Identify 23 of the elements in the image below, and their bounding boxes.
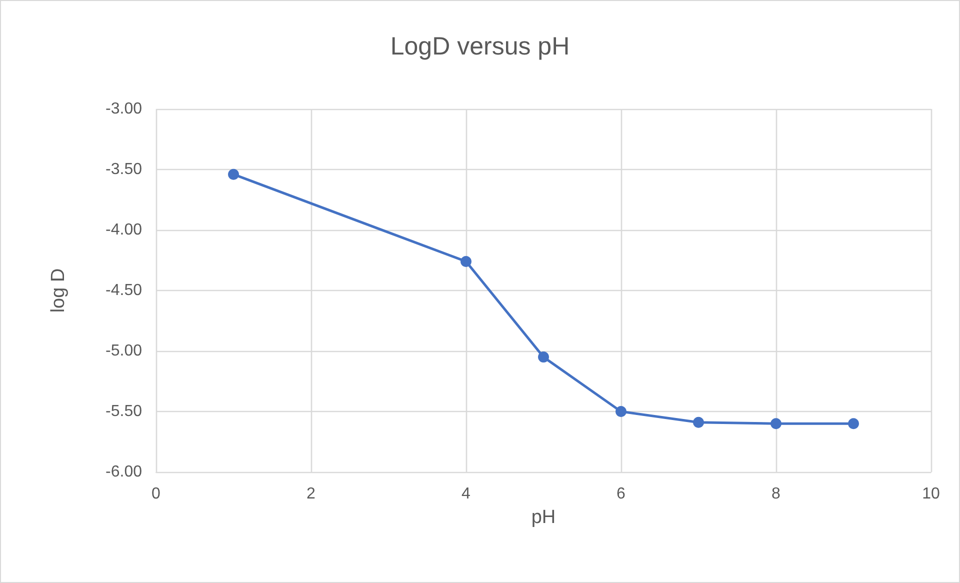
x-tick-label: 4 [462, 486, 471, 502]
chart-title: LogD versus pH [390, 32, 570, 60]
x-axis-title: pH [531, 507, 556, 528]
point [460, 256, 472, 267]
y-tick-label: -3.00 [106, 100, 142, 118]
point [228, 168, 239, 180]
x-tick-label: 2 [306, 486, 316, 502]
y-tick-label: -6.00 [106, 464, 142, 480]
x-tick-label: 0 [152, 486, 161, 502]
y-tick-label: -5.00 [106, 342, 142, 360]
y-tick-label: -5.50 [106, 403, 142, 420]
point [770, 418, 782, 430]
point [616, 406, 626, 417]
y-axis-title: log D [48, 268, 69, 313]
y-tick-label: -4.50 [106, 282, 142, 299]
point [693, 416, 704, 428]
x-tick-label: 6 [616, 486, 626, 502]
y-tick-label: -3.50 [106, 161, 142, 178]
x-tick-label: 8 [772, 486, 781, 502]
y-tick-label: -4.00 [106, 222, 142, 238]
point [538, 352, 549, 363]
point [848, 418, 859, 430]
x-tick-label: 10 [922, 486, 940, 502]
